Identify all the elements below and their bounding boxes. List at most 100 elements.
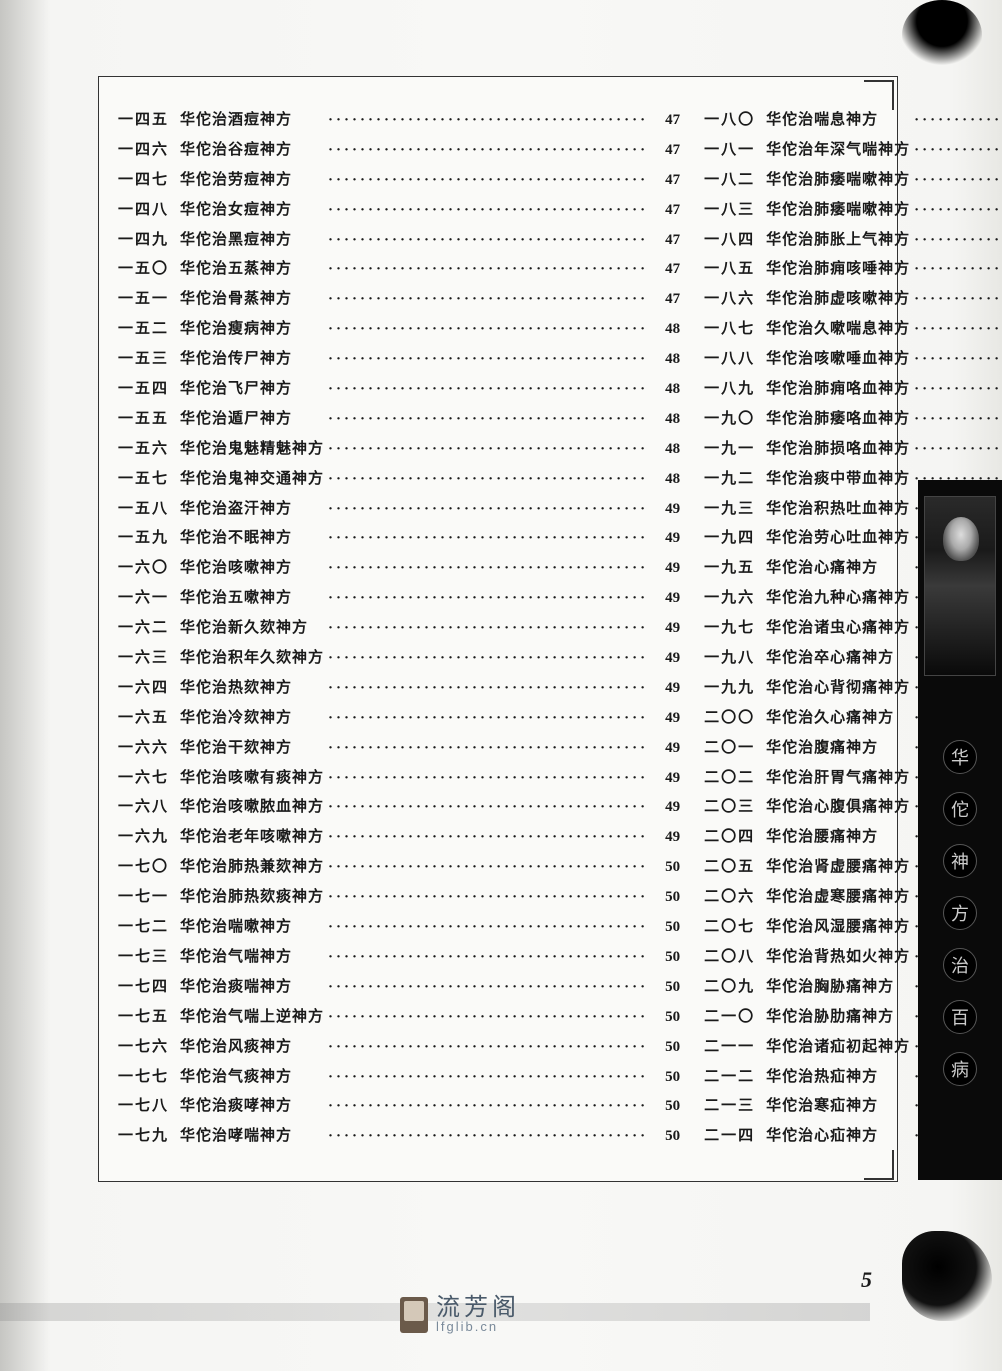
side-tab-char: 神 — [943, 844, 977, 878]
entry-title: 华佗治久心痛神方 — [766, 706, 894, 727]
entry-leader-dots: ········································ — [878, 112, 1002, 129]
entry-number: 二一〇 — [704, 1005, 766, 1026]
entry-title: 华佗治积年久欬神方 — [180, 646, 324, 667]
entry-title: 华佗治干欬神方 — [180, 736, 292, 757]
entry-page: 49 — [652, 620, 680, 637]
toc-entry: 一八三华佗治肺痿喘嗽神方····························… — [704, 198, 1002, 228]
entry-leader-dots: ········································ — [910, 381, 1002, 398]
entry-title: 华佗治鬼魅精魅神方 — [180, 437, 324, 458]
toc-entry: 一八七华佗治久嗽喘息神方····························… — [704, 317, 1002, 347]
entry-leader-dots: ········································ — [324, 829, 652, 846]
toc-left-column: 一四五华佗治酒痘神方······························… — [118, 108, 680, 1154]
entry-leader-dots: ········································ — [292, 590, 652, 607]
entry-title: 华佗治痰喘神方 — [180, 975, 292, 996]
entry-number: 二一一 — [704, 1035, 766, 1056]
toc-entry: 一七九华佗治哮喘神方······························… — [118, 1124, 680, 1154]
toc-entry: 一五四华佗治飞尸神方······························… — [118, 377, 680, 407]
entry-number: 一五五 — [118, 407, 180, 428]
portrait-head — [943, 517, 979, 561]
entry-page: 50 — [652, 919, 680, 936]
entry-number: 一八三 — [704, 198, 766, 219]
side-tab-char: 百 — [943, 1000, 977, 1034]
decorative-ink-top — [902, 0, 982, 70]
entry-title: 华佗治虚寒腰痛神方 — [766, 885, 910, 906]
entry-title: 华佗治心疝神方 — [766, 1124, 878, 1145]
entry-page: 49 — [652, 501, 680, 518]
logo-icon — [400, 1297, 428, 1333]
side-tab-title: 华佗神方治百病 — [918, 740, 1002, 1086]
entry-leader-dots: ········································ — [308, 620, 652, 637]
entry-number: 一八〇 — [704, 108, 766, 129]
entry-number: 一六三 — [118, 646, 180, 667]
entry-number: 一九七 — [704, 616, 766, 637]
page-number: 5 — [861, 1267, 872, 1293]
corner-ornament-br — [864, 1150, 894, 1180]
toc-entry: 一八二华佗治肺痿喘嗽神方····························… — [704, 168, 1002, 198]
entry-number: 一五〇 — [118, 257, 180, 278]
entry-title: 华佗治寒疝神方 — [766, 1094, 878, 1115]
entry-title: 华佗治盗汗神方 — [180, 497, 292, 518]
entry-leader-dots: ········································ — [910, 441, 1002, 458]
entry-page: 50 — [652, 1128, 680, 1145]
entry-leader-dots: ········································ — [324, 1009, 652, 1026]
entry-title: 华佗治热疝神方 — [766, 1065, 878, 1086]
entry-number: 一六八 — [118, 795, 180, 816]
entry-number: 一五二 — [118, 317, 180, 338]
toc-entry: 一七六华佗治风痰神方······························… — [118, 1035, 680, 1065]
entry-number: 一七二 — [118, 915, 180, 936]
entry-number: 一六〇 — [118, 556, 180, 577]
toc-entry: 一六四华佗治热欬神方······························… — [118, 676, 680, 706]
entry-number: 一九二 — [704, 467, 766, 488]
toc-entry: 一五一华佗治骨蒸神方······························… — [118, 287, 680, 317]
entry-page: 50 — [652, 1069, 680, 1086]
entry-number: 一六七 — [118, 766, 180, 787]
side-tab-char: 方 — [943, 896, 977, 930]
entry-number: 二〇三 — [704, 795, 766, 816]
entry-number: 一六九 — [118, 825, 180, 846]
toc-entry: 一五二华佗治瘦病神方······························… — [118, 317, 680, 347]
logo-text: 流芳阁 lfglib.cn — [436, 1296, 520, 1333]
entry-title: 华佗治气喘神方 — [180, 945, 292, 966]
entry-number: 二〇〇 — [704, 706, 766, 727]
scan-shadow — [0, 0, 50, 1371]
entry-title: 华佗治肺胀上气神方 — [766, 228, 910, 249]
entry-title: 华佗治遁尸神方 — [180, 407, 292, 428]
entry-number: 一七一 — [118, 885, 180, 906]
entry-title: 华佗治骨蒸神方 — [180, 287, 292, 308]
entry-page: 50 — [652, 979, 680, 996]
entry-page: 49 — [652, 770, 680, 787]
portrait-image — [924, 496, 996, 676]
entry-page: 48 — [652, 381, 680, 398]
entry-title: 华佗治酒痘神方 — [180, 108, 292, 129]
entry-leader-dots: ········································ — [292, 172, 652, 189]
entry-leader-dots: ········································ — [324, 770, 652, 787]
entry-number: 二〇七 — [704, 915, 766, 936]
entry-page: 49 — [652, 740, 680, 757]
entry-title: 华佗治新久欬神方 — [180, 616, 308, 637]
entry-number: 一五三 — [118, 347, 180, 368]
entry-number: 一四七 — [118, 168, 180, 189]
toc-entry: 一八一华佗治年深气喘神方····························… — [704, 138, 1002, 168]
toc-entry: 一五六华佗治鬼魅精魅神方····························… — [118, 437, 680, 467]
entry-title: 华佗治肺热欬痰神方 — [180, 885, 324, 906]
entry-leader-dots: ········································ — [292, 232, 652, 249]
entry-page: 50 — [652, 1098, 680, 1115]
entry-page: 47 — [652, 142, 680, 159]
entry-page: 50 — [652, 1039, 680, 1056]
entry-leader-dots: ········································ — [292, 351, 652, 368]
entry-title: 华佗治飞尸神方 — [180, 377, 292, 398]
entry-title: 华佗治年深气喘神方 — [766, 138, 910, 159]
entry-number: 一八九 — [704, 377, 766, 398]
entry-page: 48 — [652, 411, 680, 428]
entry-title: 华佗治痰哮神方 — [180, 1094, 292, 1115]
entry-title: 华佗治积热吐血神方 — [766, 497, 910, 518]
entry-number: 一八八 — [704, 347, 766, 368]
entry-number: 一五六 — [118, 437, 180, 458]
toc-entry: 一七二华佗治喘嗽神方······························… — [118, 915, 680, 945]
entry-title: 华佗治哮喘神方 — [180, 1124, 292, 1145]
toc-entry: 一六五华佗治冷欬神方······························… — [118, 706, 680, 736]
entry-number: 一五四 — [118, 377, 180, 398]
toc-entry: 一六〇华佗治咳嗽神方······························… — [118, 556, 680, 586]
entry-leader-dots: ········································ — [292, 411, 652, 428]
entry-leader-dots: ········································ — [292, 1069, 652, 1086]
